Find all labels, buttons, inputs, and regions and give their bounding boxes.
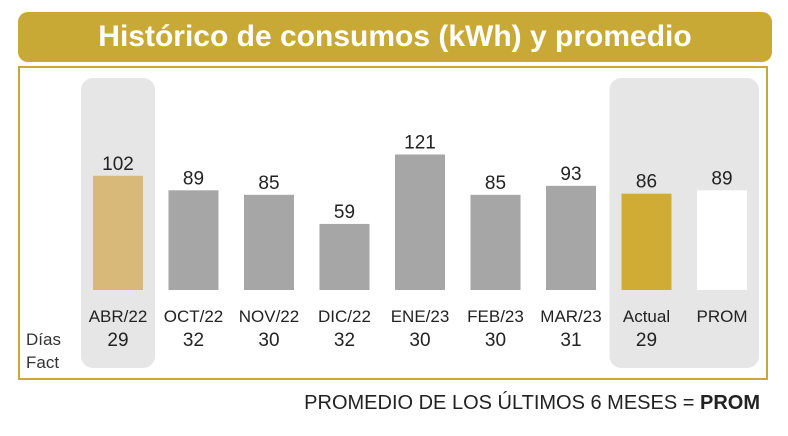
value-label: 121 bbox=[404, 132, 436, 153]
bar-prom bbox=[697, 190, 747, 290]
bar-dic-22 bbox=[319, 223, 370, 290]
bar-ene-23 bbox=[395, 154, 445, 290]
chart-title: Histórico de consumos (kWh) y promedio bbox=[18, 12, 772, 62]
dias-fact-value: 30 bbox=[409, 330, 430, 351]
dias-fact-value: 30 bbox=[258, 330, 279, 351]
value-label: 85 bbox=[258, 173, 279, 194]
category-label: ABR/22 bbox=[89, 307, 148, 326]
footer-text: PROMEDIO DE LOS ÚLTIMOS 6 MESES = bbox=[304, 392, 700, 414]
category-label: MAR/23 bbox=[540, 307, 601, 326]
category-label: NOV/22 bbox=[239, 307, 299, 326]
category-label: FEB/23 bbox=[467, 307, 524, 326]
fact-label: Fact bbox=[26, 353, 59, 372]
highlight-panel-1 bbox=[609, 78, 759, 368]
value-label: 85 bbox=[485, 173, 506, 194]
highlight-panels bbox=[81, 78, 759, 368]
value-label: 59 bbox=[334, 202, 355, 223]
value-label: 93 bbox=[560, 164, 581, 185]
category-label: OCT/22 bbox=[164, 307, 224, 326]
category-label: DIC/22 bbox=[318, 307, 371, 326]
dias-fact-value: 29 bbox=[636, 330, 657, 351]
dias-fact-value: 30 bbox=[485, 330, 506, 351]
footer-prom: PROM bbox=[700, 392, 760, 414]
value-label: 86 bbox=[636, 172, 657, 193]
dias-fact-value: 32 bbox=[334, 330, 355, 351]
bar-abr-22 bbox=[93, 175, 143, 290]
bar-feb-23 bbox=[470, 194, 521, 290]
dias-fact-value: 29 bbox=[107, 330, 128, 351]
bar-nov-22 bbox=[244, 194, 294, 290]
bar-oct-22 bbox=[168, 190, 219, 290]
chart-frame bbox=[18, 66, 768, 380]
category-label: PROM bbox=[697, 307, 748, 326]
category-label: Actual bbox=[623, 307, 670, 326]
dias-label: Días bbox=[26, 330, 61, 349]
category-label: ENE/23 bbox=[391, 307, 450, 326]
dias-fact-value: 31 bbox=[560, 330, 581, 351]
footer-note: PROMEDIO DE LOS ÚLTIMOS 6 MESES = PROM bbox=[304, 392, 760, 415]
bar-mar-23 bbox=[546, 185, 596, 290]
value-label: 89 bbox=[711, 168, 732, 189]
value-label: 89 bbox=[183, 168, 204, 189]
value-label: 102 bbox=[102, 154, 134, 175]
bars bbox=[93, 154, 747, 290]
bar-actual bbox=[621, 193, 672, 290]
labels: 102 ABR/22 29 89 OCT/22 32 85 NOV/22 30 59 DIC/22 3… bbox=[89, 132, 748, 351]
dias-fact-value: 32 bbox=[183, 330, 204, 351]
